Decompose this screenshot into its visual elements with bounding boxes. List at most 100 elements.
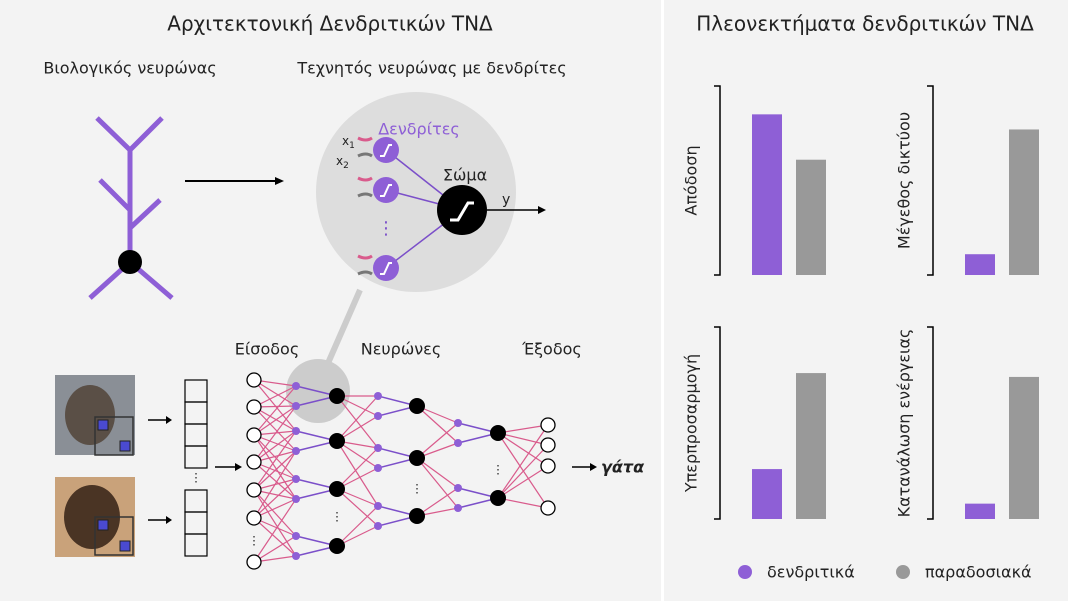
dendrite-node (292, 475, 300, 483)
edge (253, 498, 297, 519)
edge (253, 535, 297, 563)
vector-cell (184, 533, 208, 557)
edge (253, 478, 297, 519)
edge (336, 395, 379, 449)
synapse (357, 192, 373, 198)
synapse (357, 270, 373, 276)
synapse (357, 136, 373, 142)
neuron (329, 433, 345, 449)
edge (253, 379, 297, 407)
axis (714, 85, 721, 276)
neurons-label: Νευρώνες (361, 340, 441, 359)
edge (253, 385, 297, 408)
edge (336, 395, 379, 442)
ellipsis: ⋮ (377, 218, 395, 239)
edge (416, 457, 459, 509)
edge (336, 440, 379, 507)
edge (497, 497, 549, 509)
bar (752, 114, 782, 275)
edge (497, 465, 549, 499)
x1-text: x (342, 134, 349, 148)
dendrite-node (454, 484, 462, 492)
synapse (357, 254, 373, 260)
edge (253, 489, 297, 557)
x2: x2 (336, 154, 349, 171)
ellipsis: ⋮ (411, 482, 423, 496)
right-panel (664, 0, 1068, 601)
dendrite-node (292, 495, 300, 503)
input-node (246, 554, 262, 570)
patch-marks (97, 419, 131, 552)
axis (927, 326, 934, 520)
y-label: y (502, 192, 510, 208)
edge (336, 488, 379, 527)
edge (253, 405, 297, 463)
dog-shape (64, 485, 120, 549)
input-node (246, 399, 262, 415)
dendrite-node (292, 427, 300, 435)
dendrite-node (374, 502, 382, 510)
neuron (409, 450, 425, 466)
edge (497, 444, 549, 499)
edge (253, 498, 297, 563)
dendrite-activation (380, 144, 392, 157)
dendrite-node (374, 444, 382, 452)
dendrite-node (374, 392, 382, 400)
output-label: Έξοδος (521, 340, 582, 359)
synapse (357, 176, 373, 182)
output-class: γάτα (601, 458, 645, 477)
neuron (409, 508, 425, 524)
edge (253, 489, 297, 537)
input-node (246, 372, 262, 388)
axis (927, 85, 934, 276)
edge (336, 440, 379, 469)
edge (336, 447, 379, 490)
edge (253, 517, 297, 557)
input-node (246, 454, 262, 470)
neuron (329, 388, 345, 404)
y-axis-label: Απόδοση (682, 145, 701, 215)
edge (253, 379, 297, 432)
ellipsis: ⋮ (248, 534, 260, 548)
neuron (329, 538, 345, 554)
neuron (490, 425, 506, 441)
dendrite-node (292, 382, 300, 390)
edge (253, 430, 297, 463)
dendrites (357, 136, 399, 281)
edge (497, 432, 549, 509)
dendrite-node (454, 439, 462, 447)
edge (416, 405, 459, 444)
vector-ellipsis: ⋮ (190, 471, 202, 485)
ellipsis: ⋮ (331, 510, 343, 524)
dendrite-activation (380, 262, 392, 275)
edge (336, 505, 379, 547)
neuron (409, 398, 425, 414)
artificial-label: Τεχνητός νευρώνας με δενδρίτες (296, 59, 566, 78)
output-node (540, 437, 556, 453)
legend-marker (896, 565, 910, 579)
legend-marker (738, 565, 752, 579)
dendrites-label: Δενδρίτες (378, 120, 460, 139)
input-node (246, 427, 262, 443)
legend-label: δενδριτικά (767, 563, 855, 582)
bar (796, 159, 826, 275)
input-arrows (148, 419, 237, 521)
charts: Απόδοση Μέγεθος δικτύου Υπερπροσαρμογή Κατα… (682, 85, 1039, 582)
cat-shape (65, 385, 115, 445)
arrow-head (275, 177, 284, 185)
dendrite-node (374, 522, 382, 530)
edge (253, 434, 297, 500)
edge (253, 406, 297, 452)
output-node (540, 458, 556, 474)
dendrite-node (454, 504, 462, 512)
x2-text: x (336, 154, 343, 168)
edge (336, 415, 379, 442)
title: Αρχιτεκτονική Δενδριτικών ΤΝΔ (167, 12, 493, 36)
legend-label: παραδοσιακά (925, 563, 1032, 582)
output-node (540, 500, 556, 516)
edge (497, 424, 549, 499)
output-node (540, 417, 556, 433)
output-arrow-head (538, 206, 546, 214)
bar (752, 469, 782, 519)
